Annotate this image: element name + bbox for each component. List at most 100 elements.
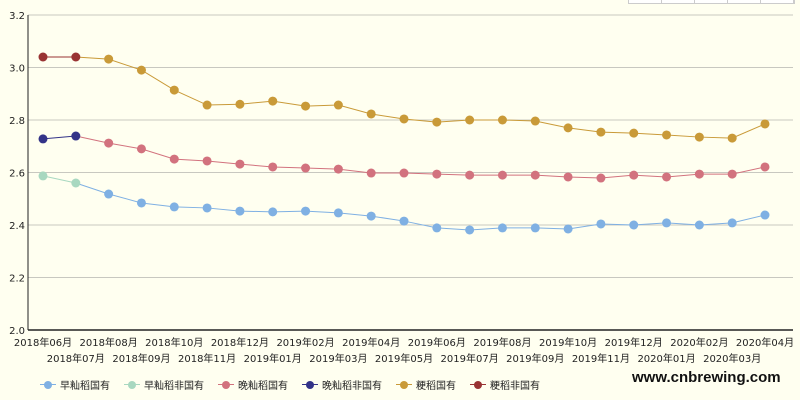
data-point — [71, 131, 81, 141]
data-point — [366, 109, 376, 119]
data-point — [235, 99, 245, 109]
data-point — [727, 133, 737, 143]
data-point — [727, 218, 737, 228]
data-point — [465, 225, 475, 235]
data-point — [432, 117, 442, 127]
y-tick-label: 2.2 — [9, 274, 25, 285]
data-point — [136, 65, 146, 75]
data-point — [530, 170, 540, 180]
data-point — [432, 223, 442, 233]
legend-marker-icon — [302, 380, 318, 390]
data-point — [497, 223, 507, 233]
legend-label: 粳稻国有 — [416, 381, 456, 392]
x-tick-label: 2020年02月 — [670, 336, 728, 349]
legend-item[interactable]: 晚籼稻非国有 — [302, 377, 382, 392]
x-tick-label: 2019年10月 — [539, 336, 597, 349]
watermark: www.cnbrewing.com — [632, 369, 781, 386]
legend-label: 晚籼稻非国有 — [322, 381, 382, 392]
data-point — [629, 220, 639, 230]
legend-item[interactable]: 晚籼稻国有 — [218, 377, 288, 392]
legend-item[interactable]: 粳稻非国有 — [470, 377, 540, 392]
x-tick-label: 2020年04月 — [736, 336, 794, 349]
x-tick-label: 2019年07月 — [441, 352, 499, 365]
data-point — [694, 132, 704, 142]
x-tick-label: 2019年06月 — [408, 336, 466, 349]
data-point — [301, 206, 311, 216]
x-tick-label: 2019年02月 — [276, 336, 334, 349]
legend-marker-icon — [470, 380, 486, 390]
data-point — [104, 138, 114, 148]
data-point — [333, 208, 343, 218]
legend-label: 早籼稻非国有 — [144, 381, 204, 392]
data-point — [530, 116, 540, 126]
series-line — [42, 135, 76, 140]
data-point — [169, 202, 179, 212]
data-point — [760, 119, 770, 129]
data-point — [169, 85, 179, 95]
data-point — [760, 162, 770, 172]
x-tick-label: 2019年04月 — [342, 336, 400, 349]
x-tick-label: 2018年11月 — [178, 352, 236, 365]
data-point — [399, 114, 409, 124]
data-point — [366, 168, 376, 178]
x-tick-label: 2019年05月 — [375, 352, 433, 365]
data-point — [301, 163, 311, 173]
x-tick-label: 2018年07月 — [47, 352, 105, 365]
legend-label: 粳稻非国有 — [490, 381, 540, 392]
data-point — [333, 100, 343, 110]
data-point — [202, 100, 212, 110]
x-tick-label: 2018年10月 — [145, 336, 203, 349]
data-point — [333, 164, 343, 174]
data-point — [530, 223, 540, 233]
data-point — [563, 224, 573, 234]
series-line — [75, 56, 766, 139]
series-line — [75, 182, 766, 231]
data-point — [71, 52, 81, 62]
legend-item[interactable]: 早籼稻国有 — [40, 377, 110, 392]
data-point — [136, 198, 146, 208]
y-tick-label: 3.2 — [9, 11, 25, 22]
data-point — [760, 210, 770, 220]
data-point — [202, 156, 212, 166]
legend-item[interactable]: 早籼稻非国有 — [124, 377, 204, 392]
data-point — [366, 211, 376, 221]
data-point — [399, 168, 409, 178]
series-line — [42, 175, 76, 184]
x-tick-label: 2020年03月 — [703, 352, 761, 365]
y-tick-label: 2.8 — [9, 116, 25, 127]
legend: 早籼稻国有 早籼稻非国有 晚籼稻国有 晚籼稻非国有 粳稻国有 粳稻非国有 — [40, 377, 554, 392]
data-point — [727, 169, 737, 179]
data-point — [104, 54, 114, 64]
x-tick-label: 2020年01月 — [637, 352, 695, 365]
data-point — [662, 130, 672, 140]
x-tick-label: 2018年09月 — [112, 352, 170, 365]
data-point — [104, 189, 114, 199]
data-point — [497, 115, 507, 125]
x-tick-label: 2018年08月 — [80, 336, 138, 349]
legend-label: 晚籼稻国有 — [238, 381, 288, 392]
data-point — [694, 220, 704, 230]
data-point — [268, 96, 278, 106]
data-point — [596, 219, 606, 229]
legend-marker-icon — [40, 380, 56, 390]
x-tick-label: 2019年12月 — [605, 336, 663, 349]
x-tick-label: 2018年12月 — [211, 336, 269, 349]
x-tick-label: 2019年11月 — [572, 352, 630, 365]
x-tick-label: 2019年01月 — [244, 352, 302, 365]
data-point — [235, 206, 245, 216]
data-point — [38, 171, 48, 181]
data-point — [38, 52, 48, 62]
x-tick-label: 2018年06月 — [14, 336, 72, 349]
series-line — [75, 135, 766, 179]
data-point — [596, 173, 606, 183]
x-tick-label: 2019年08月 — [473, 336, 531, 349]
chart-toolbar[interactable] — [628, 0, 795, 4]
legend-marker-icon — [124, 380, 140, 390]
data-point — [662, 172, 672, 182]
legend-marker-icon — [218, 380, 234, 390]
x-tick-label: 2019年03月 — [309, 352, 367, 365]
legend-marker-icon — [396, 380, 412, 390]
legend-item[interactable]: 粳稻国有 — [396, 377, 456, 392]
y-tick-label: 3.0 — [9, 64, 25, 75]
